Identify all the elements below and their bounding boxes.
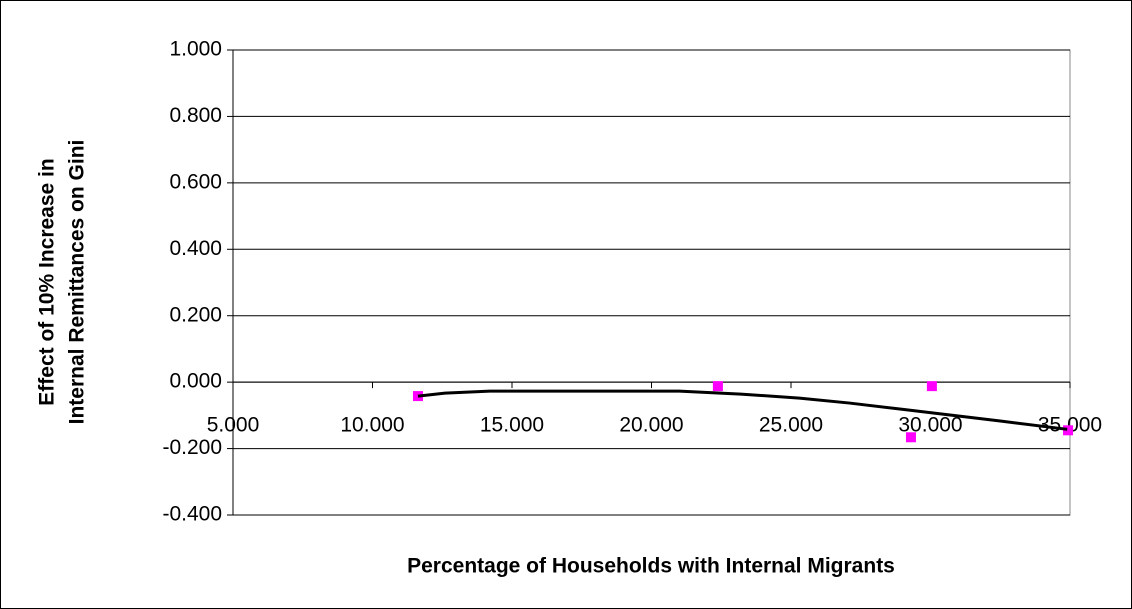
y-tick-label: 0.200	[169, 303, 222, 326]
x-tick-label: 15.000	[480, 414, 544, 437]
x-tick-label: 10.000	[340, 414, 404, 437]
data-point	[712, 381, 723, 392]
x-tick-label: 25.000	[759, 414, 823, 437]
data-point	[1063, 425, 1074, 436]
y-tick-label: 1.000	[169, 38, 222, 61]
y-axis-label: Effect of 10% Increase in	[36, 158, 59, 405]
data-point	[926, 381, 937, 392]
y-tick-label: 0.000	[169, 370, 222, 393]
y-axis-label: Internal Remittances on Gini	[66, 140, 89, 425]
x-axis-label: Percentage of Households with Internal M…	[407, 555, 895, 578]
y-tick-label: -0.400	[162, 503, 222, 526]
x-tick-label: 20.000	[619, 414, 683, 437]
y-tick-label: 0.800	[169, 104, 222, 127]
x-tick-label: 30.000	[898, 414, 962, 437]
y-tick-label: 0.600	[169, 170, 222, 193]
data-point	[905, 432, 916, 443]
y-tick-label: -0.200	[162, 436, 222, 459]
trend-line	[417, 389, 1068, 431]
y-tick-label: 0.400	[169, 237, 222, 260]
x-tick-label: 5.000	[207, 414, 260, 437]
x-tick-label: 35.000	[1038, 414, 1102, 437]
